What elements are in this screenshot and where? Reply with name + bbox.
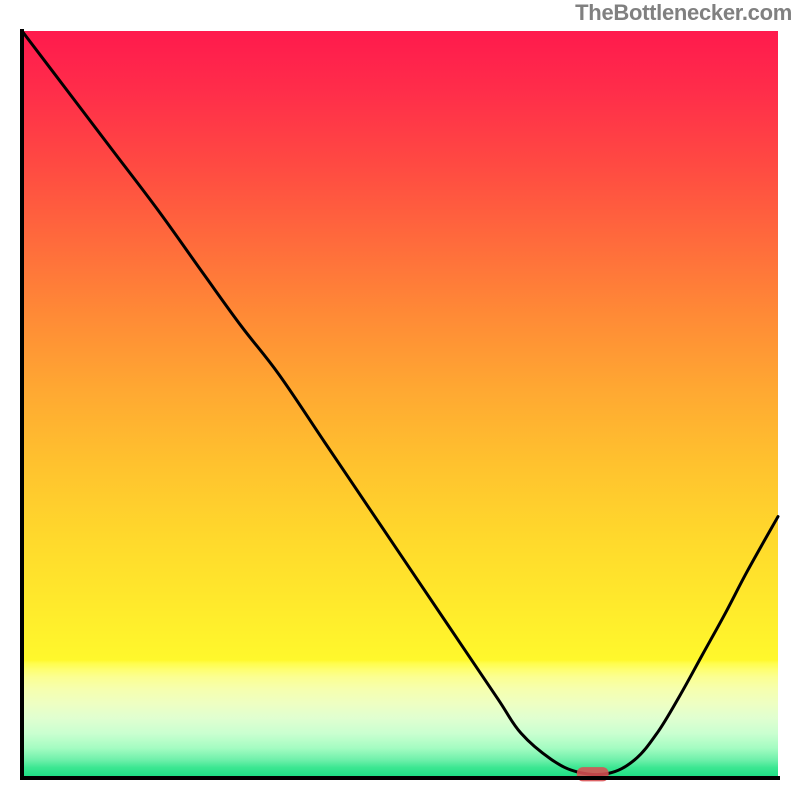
bottleneck-chart: TheBottlenecker.com [0,0,800,800]
chart-svg [0,0,800,800]
watermark-text: TheBottlenecker.com [575,0,792,26]
plot-background [22,31,778,778]
